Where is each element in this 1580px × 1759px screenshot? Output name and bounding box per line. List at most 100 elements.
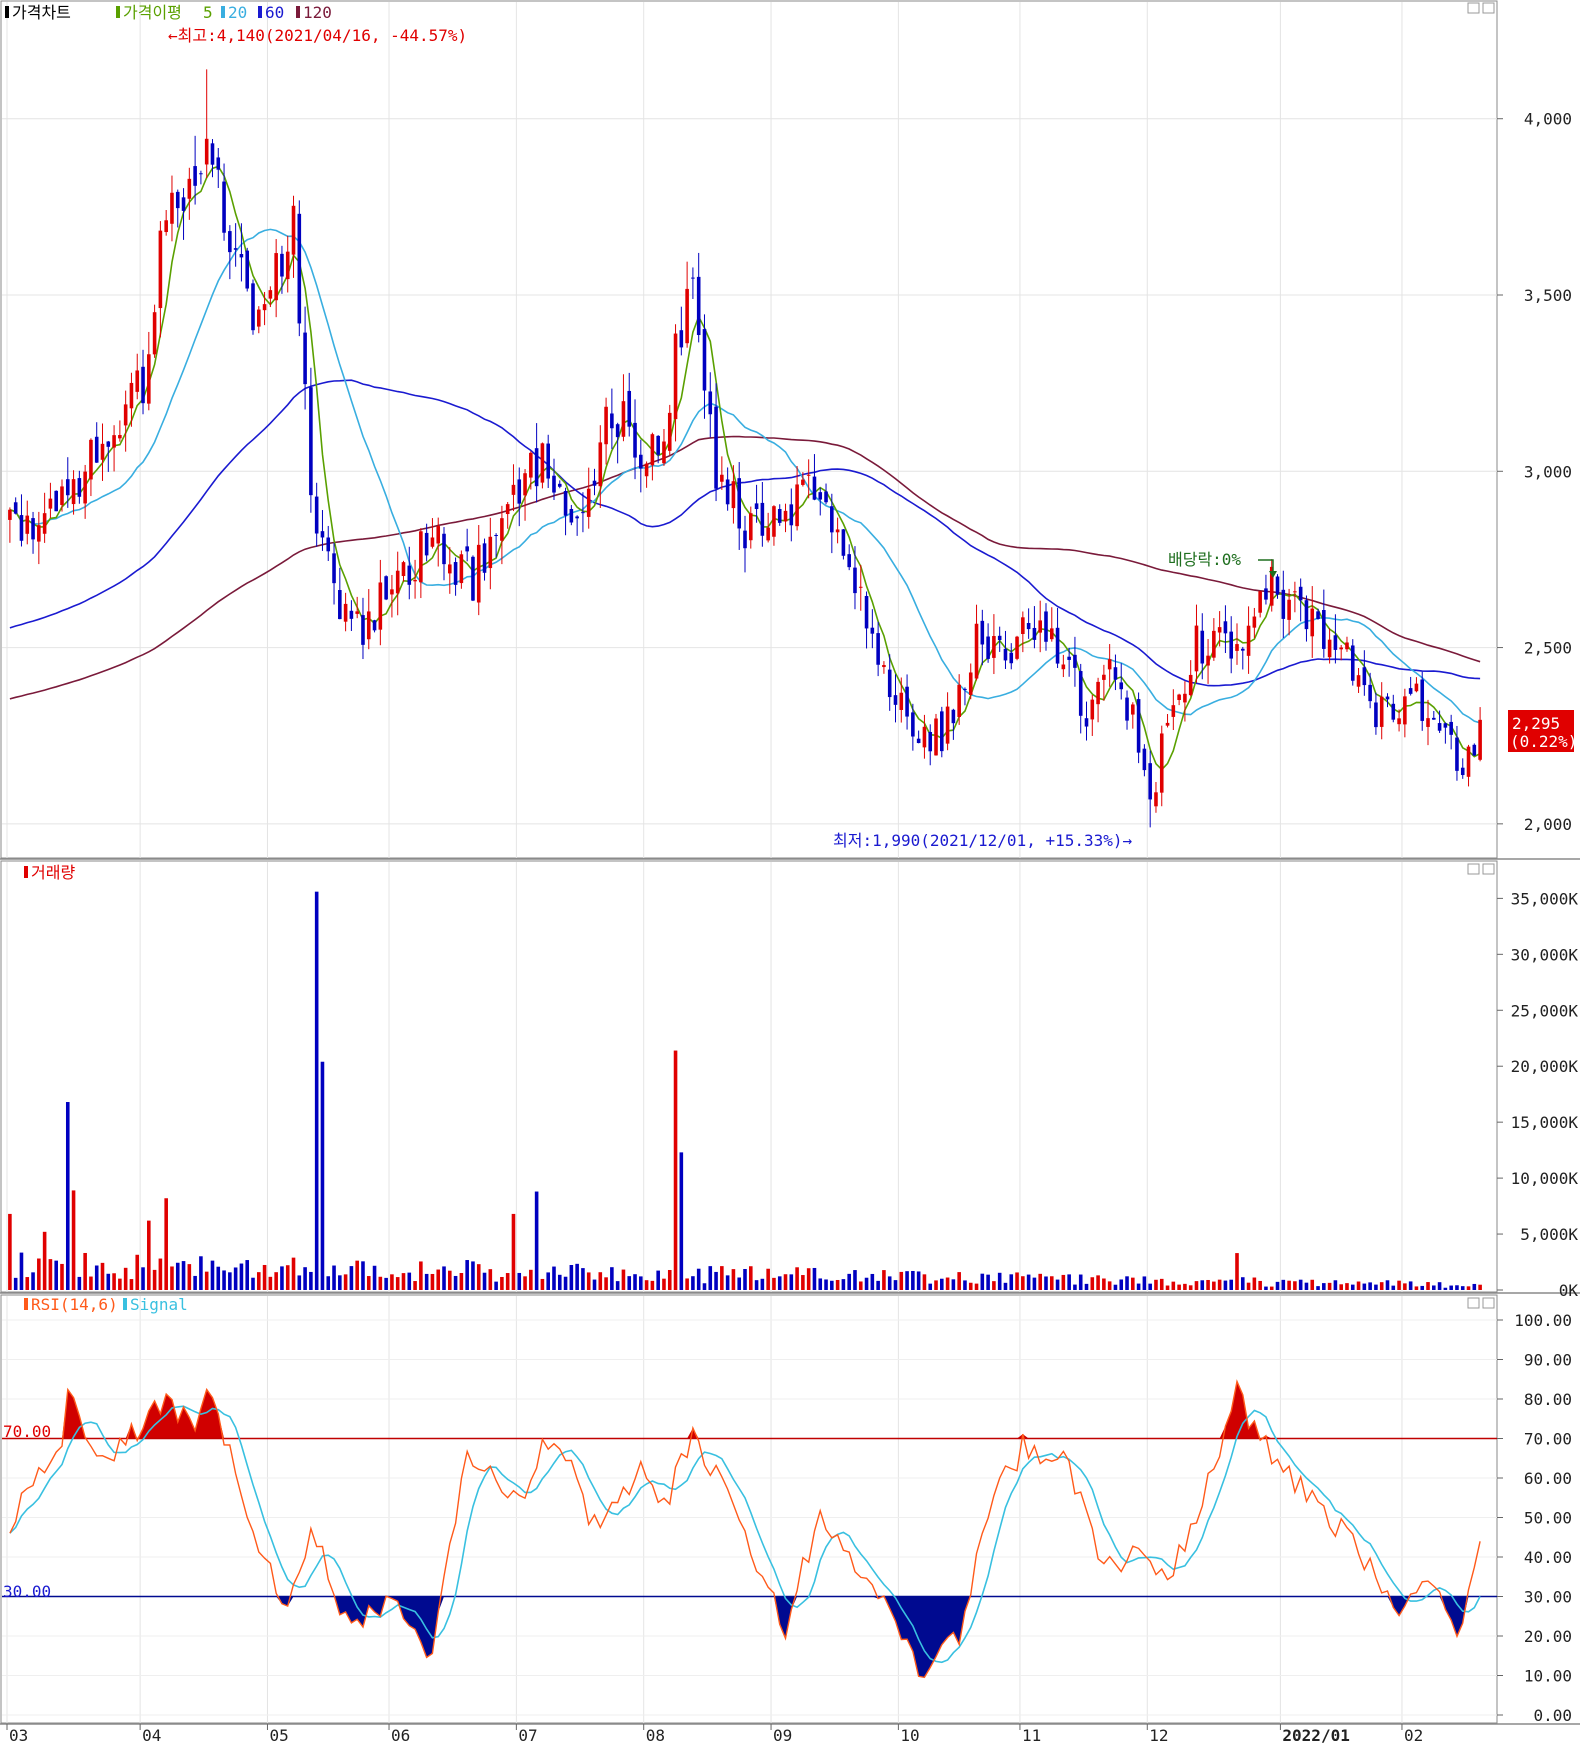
volume-bar xyxy=(343,1274,348,1290)
volume-bar xyxy=(1252,1277,1257,1290)
volume-bar xyxy=(245,1260,250,1290)
rsi-panel[interactable]: RSI(14,6) Signal 70.00 30.00 100.00 90.00… xyxy=(2,1295,1572,1725)
candle xyxy=(453,557,458,596)
panel-controls[interactable] xyxy=(1467,2,1495,1309)
candle-body xyxy=(1177,694,1181,700)
price-tick-label: 4,000 xyxy=(1524,110,1572,129)
volume-tick-label: 20,000K xyxy=(1511,1057,1579,1076)
candle xyxy=(1102,664,1106,701)
volume-bar xyxy=(1356,1281,1361,1290)
rsi-tick-label: 90.00 xyxy=(1524,1351,1572,1370)
volume-bar xyxy=(488,1269,493,1290)
candle-body xyxy=(685,288,689,344)
volume-bar xyxy=(1171,1281,1176,1290)
candle-body xyxy=(529,452,533,478)
candle-body xyxy=(413,579,417,582)
candle-body xyxy=(135,370,140,392)
candle-body xyxy=(557,483,562,487)
candle xyxy=(610,388,614,450)
candle-body xyxy=(552,475,556,493)
candle xyxy=(170,175,174,242)
price-panel[interactable]: 가격차트 가격이평 5 20 60 120 ←최고:4,140(2021/04/… xyxy=(5,3,1577,850)
candle xyxy=(662,428,666,466)
candle xyxy=(615,422,620,464)
volume-bars[interactable] xyxy=(8,891,1482,1290)
candle-body xyxy=(268,290,273,299)
volume-bar xyxy=(285,1265,290,1290)
candle-body xyxy=(806,474,811,476)
candle xyxy=(743,515,747,573)
candle-body xyxy=(297,213,302,324)
volume-bar xyxy=(77,1276,82,1290)
candle-body xyxy=(1403,696,1407,725)
candle-body xyxy=(1432,717,1436,720)
volume-bar xyxy=(268,1276,273,1290)
volume-bar xyxy=(1026,1274,1031,1290)
volume-bar xyxy=(563,1276,568,1290)
volume-bar xyxy=(1269,1286,1274,1290)
rsi-panel-minimize-icon[interactable] xyxy=(1467,1297,1480,1309)
candle xyxy=(963,687,967,706)
candle-body xyxy=(801,479,805,485)
volume-bar xyxy=(65,1102,70,1290)
volume-panel-close-icon[interactable] xyxy=(1482,863,1495,875)
volume-bar xyxy=(754,1280,759,1290)
price-panel-minimize-icon[interactable] xyxy=(1467,2,1480,14)
volume-bar xyxy=(303,1267,307,1290)
candle-body xyxy=(818,492,823,500)
rsi-oversold-area xyxy=(9,1596,1481,1678)
candle-body xyxy=(615,424,620,438)
candle xyxy=(54,490,58,512)
volume-bar xyxy=(986,1274,990,1290)
candle-body xyxy=(1391,703,1396,720)
volume-bar xyxy=(1246,1282,1251,1290)
candle xyxy=(1235,623,1239,665)
rsi-panel-close-icon[interactable] xyxy=(1482,1297,1495,1309)
volume-bar xyxy=(48,1259,53,1290)
volume-bar xyxy=(650,1280,655,1290)
candle xyxy=(714,383,718,502)
volume-bar xyxy=(748,1266,753,1290)
candle-body xyxy=(569,508,574,523)
candle xyxy=(905,674,909,730)
candle-body xyxy=(1200,630,1205,664)
volume-bar xyxy=(1032,1277,1037,1290)
candle-body xyxy=(170,192,174,224)
candle xyxy=(135,353,140,400)
volume-bar xyxy=(1229,1279,1234,1290)
candle-body xyxy=(494,535,498,537)
volume-bar xyxy=(963,1280,967,1290)
candle-body xyxy=(598,442,603,487)
rsi-tick-label: 80.00 xyxy=(1524,1390,1572,1409)
candle-body xyxy=(546,443,550,479)
volume-panel-minimize-icon[interactable] xyxy=(1467,863,1480,875)
candlesticks[interactable] xyxy=(8,69,1482,828)
candle xyxy=(297,200,302,337)
volume-bar xyxy=(37,1258,41,1290)
candle-body xyxy=(372,620,377,631)
volume-bar xyxy=(442,1266,446,1290)
volume-bar xyxy=(256,1272,261,1290)
candle-body xyxy=(1090,699,1095,720)
candle-body xyxy=(152,312,157,355)
volume-bar xyxy=(523,1276,527,1290)
volume-bar xyxy=(517,1272,522,1290)
candle-body xyxy=(870,627,875,634)
rsi-lower-label: 30.00 xyxy=(3,1582,51,1601)
volume-legend-title: 거래량 xyxy=(31,863,75,882)
volume-bar xyxy=(1385,1280,1390,1290)
volume-bar xyxy=(280,1266,284,1290)
volume-bar xyxy=(71,1190,76,1290)
price-panel-close-icon[interactable] xyxy=(1482,2,1495,14)
candle-body xyxy=(89,439,93,480)
rsi-legend: RSI(14,6) xyxy=(31,1295,118,1314)
candle-body xyxy=(448,564,452,574)
volume-bar xyxy=(598,1272,603,1290)
candle-body xyxy=(968,672,973,695)
candle xyxy=(459,550,464,589)
candle xyxy=(89,438,93,497)
volume-panel[interactable]: 거래량 35,000K 30,000K 25,000K 20,000K 15,000K 1… xyxy=(8,863,1578,1300)
volume-bar xyxy=(720,1266,724,1290)
